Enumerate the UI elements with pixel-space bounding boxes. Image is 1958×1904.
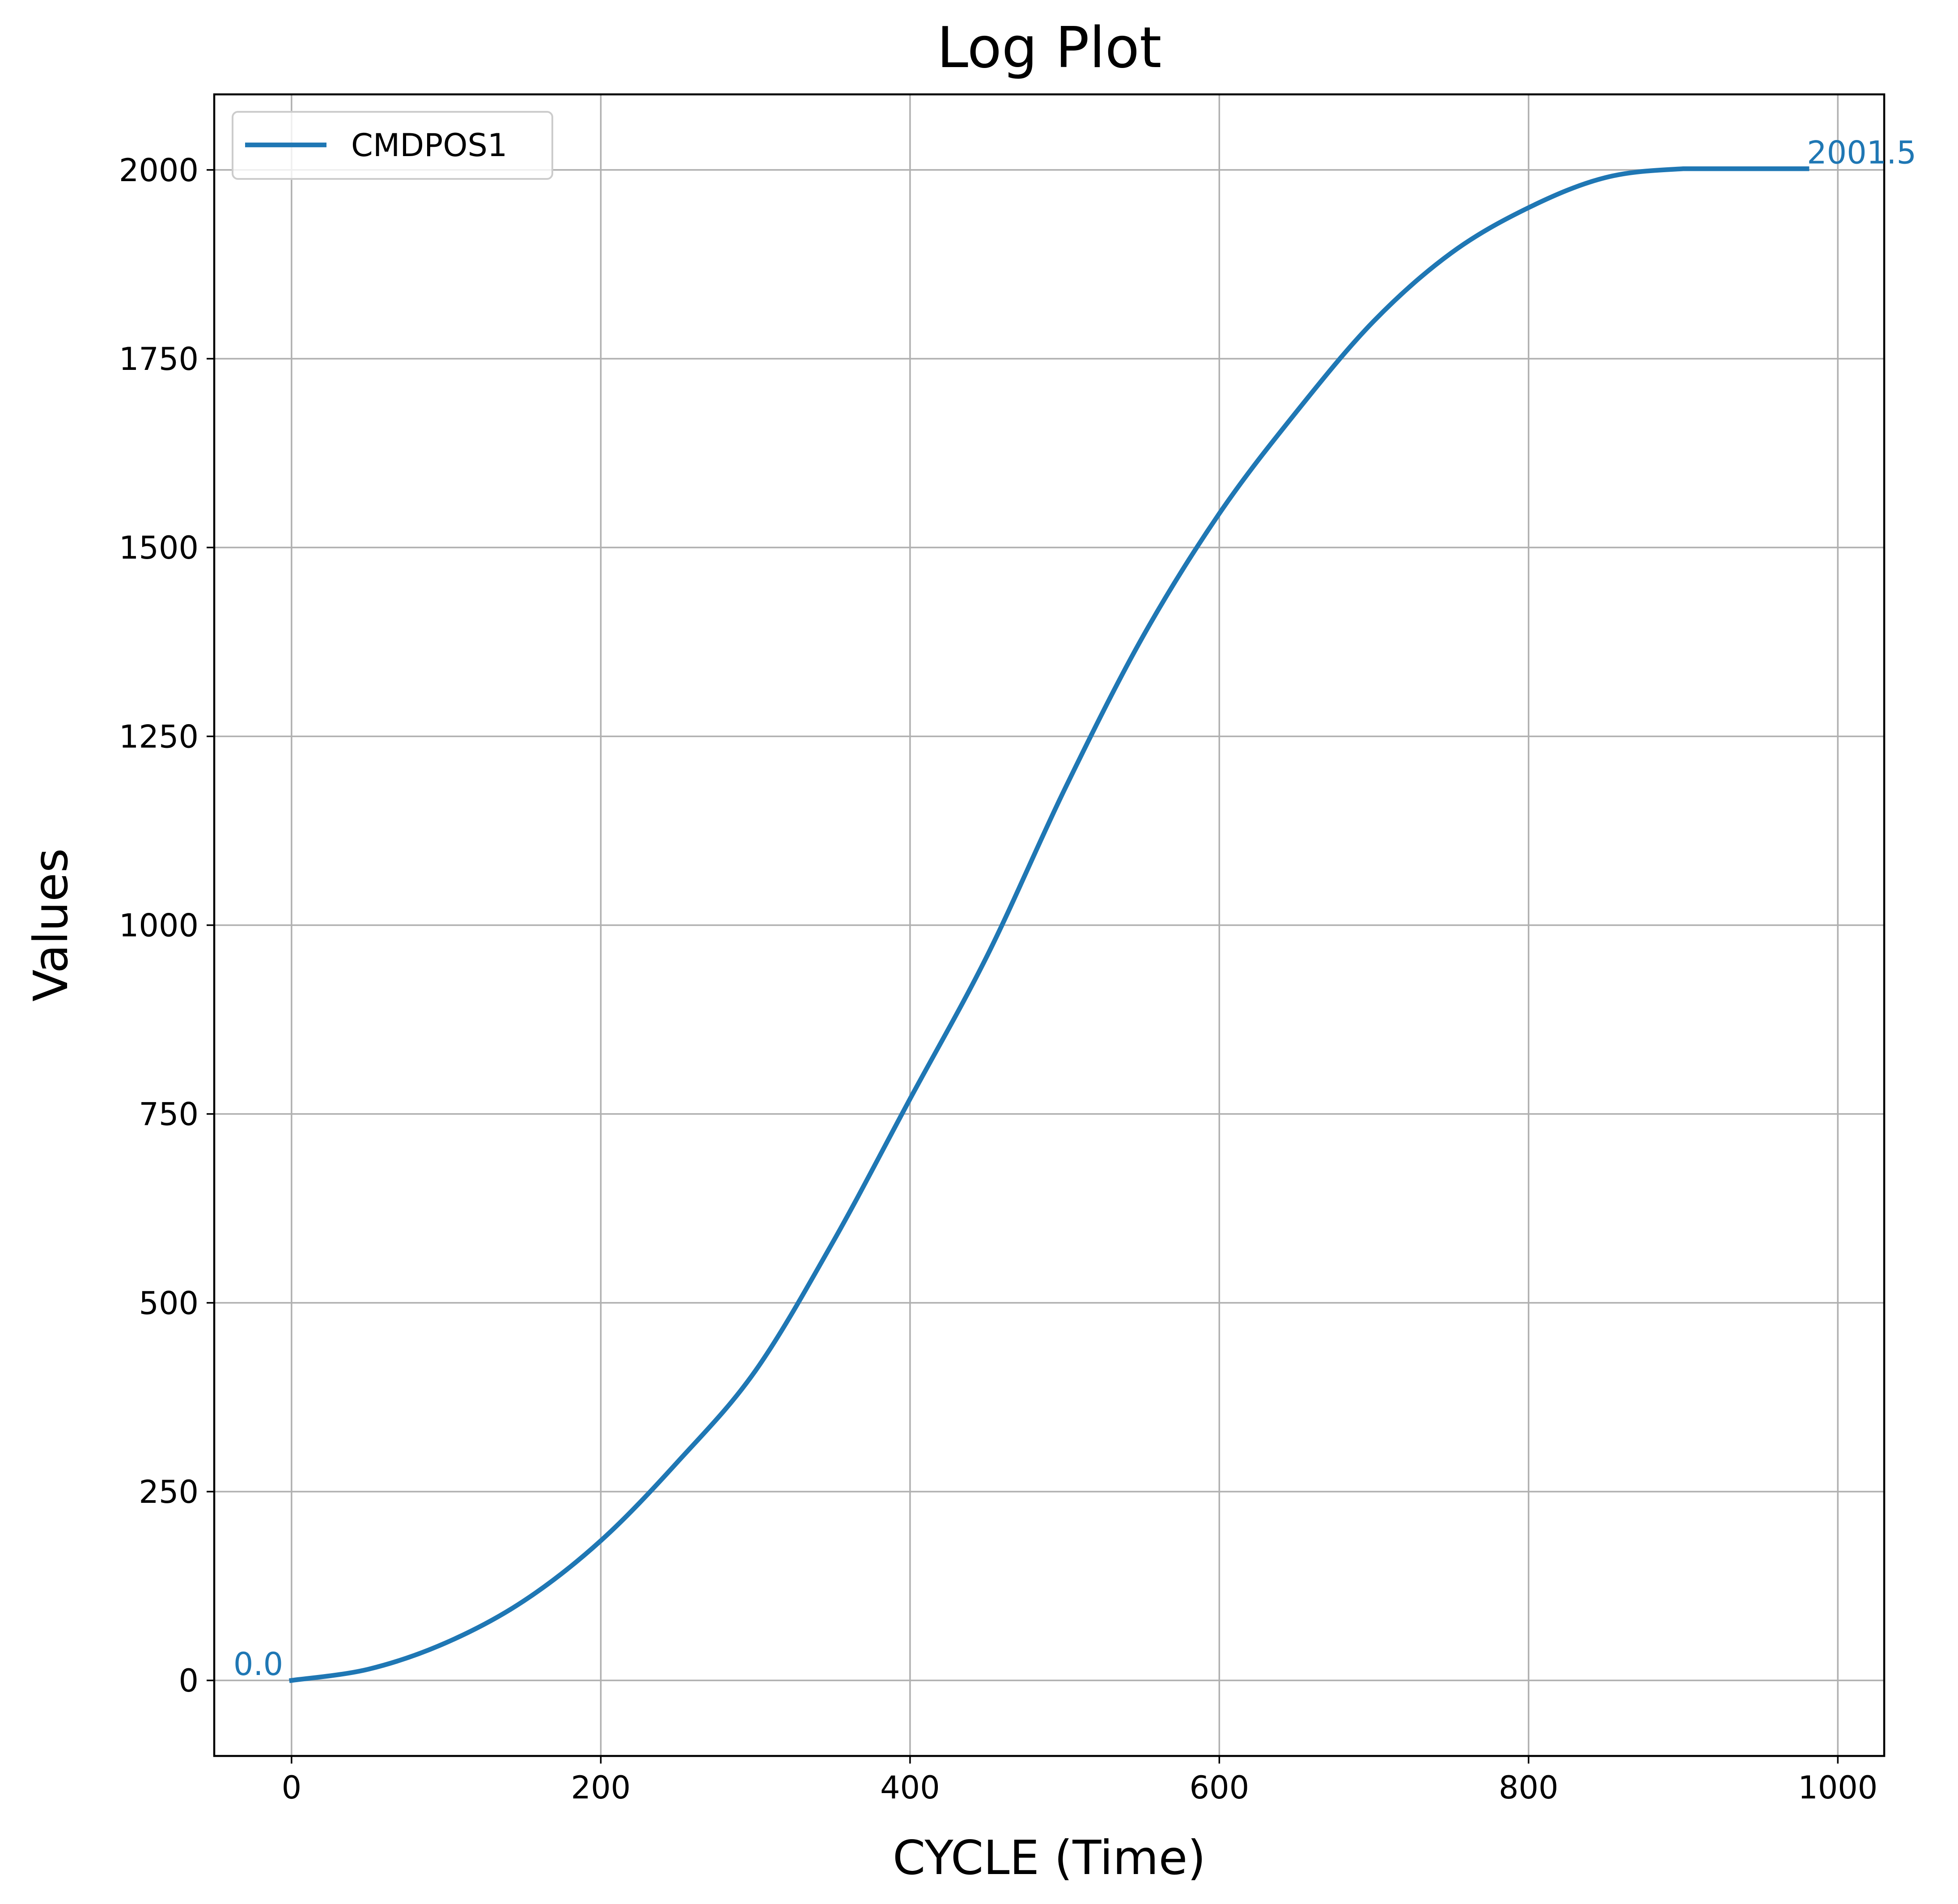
value-annotation: 0.0 — [233, 1646, 283, 1683]
annotations: 0.0 2001.5 — [233, 134, 1916, 1683]
x-tick-label: 400 — [880, 1769, 940, 1806]
x-tick-label: 0 — [282, 1769, 302, 1806]
x-tick-label: 1000 — [1798, 1769, 1877, 1806]
y-axis-label: Values — [24, 848, 78, 1001]
ticks: 0 200 400 600 800 1000 0 250 500 750 1000 1250 1500 1… — [119, 152, 1878, 1806]
y-tick-label: 1500 — [119, 530, 199, 566]
value-annotation: 2001.5 — [1807, 134, 1916, 171]
x-tick-label: 600 — [1190, 1769, 1250, 1806]
legend-box — [232, 111, 553, 180]
y-tick-label: 250 — [139, 1474, 199, 1510]
y-tick-label: 1750 — [119, 341, 199, 377]
y-tick-label: 0 — [178, 1662, 199, 1699]
x-tick-label: 800 — [1499, 1769, 1559, 1806]
series-layer — [288, 166, 1810, 1683]
y-tick-label: 2000 — [119, 152, 199, 189]
y-tick-label: 750 — [139, 1096, 199, 1133]
x-tick-label: 200 — [571, 1769, 631, 1806]
y-tick-label: 1250 — [119, 718, 199, 755]
legend-label-cmdpos1: CMDPOS1 — [351, 127, 507, 164]
y-tick-label: 500 — [139, 1285, 199, 1322]
y-tick-label: 1000 — [119, 907, 199, 944]
x-axis-label: CYCLE (Time) — [893, 1831, 1206, 1885]
chart-title: Log Plot — [937, 15, 1162, 81]
grid — [214, 94, 1884, 1756]
series-line-cmdpos1 — [288, 166, 1810, 1683]
legend: CMDPOS1 — [232, 111, 553, 180]
